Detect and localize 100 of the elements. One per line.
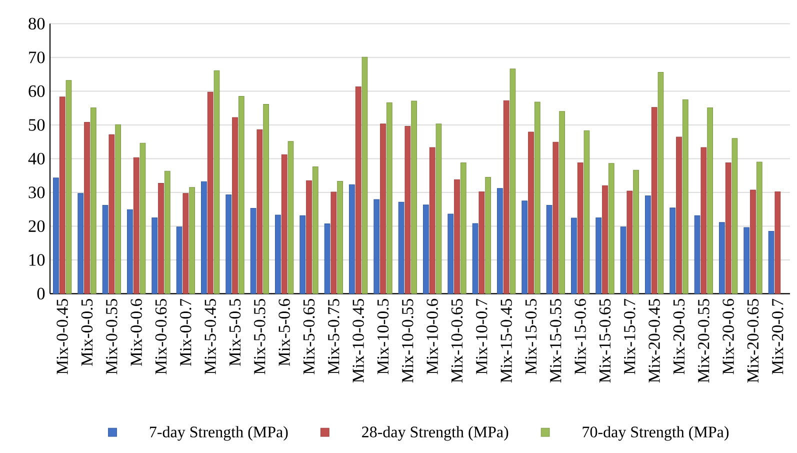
bar [644, 196, 651, 294]
y-tick-label: 30 [28, 186, 45, 198]
bar [633, 170, 639, 294]
y-tick-label: 40 [28, 152, 45, 165]
bar [288, 141, 294, 294]
bar [349, 184, 355, 294]
bar [108, 134, 115, 294]
bar [460, 162, 466, 294]
bar [158, 183, 164, 294]
x-tick-label: Mix-5-0.55 [254, 299, 266, 374]
bar [337, 181, 344, 294]
x-tick-label: Mix-0-0.65 [155, 299, 167, 374]
bar [207, 92, 214, 294]
bar [774, 191, 781, 294]
bar [732, 138, 738, 294]
bar [90, 107, 96, 294]
bar [411, 100, 417, 294]
bar [651, 107, 658, 294]
bar [189, 187, 196, 294]
bar [312, 166, 318, 294]
bar [522, 200, 528, 294]
bar [226, 194, 232, 294]
x-tick-label: Mix-20-0.65 [747, 299, 759, 383]
bar [756, 162, 762, 294]
x-tick-label: Mix-20-0.7 [772, 298, 784, 374]
bar [552, 142, 559, 294]
x-tick-label: Mix-5-0.65 [303, 299, 315, 374]
y-tick-label: 10 [29, 254, 45, 266]
bar [102, 204, 108, 294]
bar [694, 215, 700, 294]
x-tick-label: Mix-15-0.7 [624, 298, 636, 374]
bar [620, 226, 626, 294]
bar [700, 147, 707, 294]
bar [115, 124, 122, 294]
bar [570, 218, 577, 294]
bar [596, 217, 602, 294]
bar [182, 193, 189, 294]
bar [750, 190, 756, 294]
y-tick-label: 60 [28, 85, 45, 98]
bar [78, 193, 84, 294]
bar [127, 209, 133, 294]
bar [324, 224, 330, 294]
bar [534, 102, 540, 294]
bar [214, 70, 220, 294]
x-tick-label: Mix-5-0.75 [328, 299, 340, 374]
bar [454, 179, 460, 294]
bar [478, 191, 485, 294]
y-tick-label: 70 [29, 52, 45, 64]
bar [300, 215, 306, 294]
bar [744, 227, 750, 294]
bar [164, 170, 170, 294]
bar [362, 56, 368, 294]
x-tick-label: Mix-10-0.45 [352, 299, 364, 383]
bar [374, 199, 380, 294]
x-tick-label: Mix-0-0.7 [180, 298, 192, 366]
y-tick-label: 0 [37, 288, 45, 300]
bar [608, 163, 614, 294]
bar [152, 217, 158, 294]
x-tick-label: Mix-10-0.7 [476, 298, 488, 374]
bar [658, 72, 664, 294]
x-tick-label: Mix-20-0.5 [673, 299, 685, 374]
bar [306, 180, 312, 294]
bar [602, 185, 608, 294]
bar [496, 188, 503, 294]
bar [53, 178, 59, 294]
bar [676, 136, 682, 294]
bar [546, 204, 552, 294]
bar [485, 176, 491, 294]
x-tick-label: Mix-15-0.5 [525, 299, 537, 374]
bar [404, 126, 411, 294]
x-tick-label: Mix-5-0.6 [278, 298, 290, 366]
bar [59, 96, 66, 294]
bar [528, 132, 534, 294]
bar [422, 204, 429, 294]
bar [510, 68, 516, 294]
bar [238, 96, 244, 294]
x-tick-label: Mix-0-0.45 [56, 299, 68, 374]
legend-label: 7-day Strength (MPa) [150, 426, 288, 441]
bar [682, 99, 688, 294]
x-tick-label: Mix-10-0.6 [426, 298, 438, 374]
bar [275, 214, 281, 294]
x-tick-label: Mix-10-0.65 [451, 299, 463, 383]
bar [626, 190, 633, 294]
bar [584, 130, 590, 294]
x-tick-label: Mix-15-0.6 [574, 298, 586, 374]
x-tick-label: Mix-20-0.55 [698, 299, 710, 383]
bar [398, 202, 404, 294]
bar [256, 129, 263, 294]
bar [263, 104, 270, 294]
bar [133, 157, 140, 294]
bar [330, 192, 337, 294]
x-tick-label: Mix-15-0.55 [550, 299, 562, 383]
x-tick-label: Mix-5-0.45 [204, 299, 216, 374]
legend-label: 28-day Strength (MPa) [362, 426, 508, 441]
x-tick-label: Mix-0-0.5 [81, 299, 93, 366]
bar [386, 102, 392, 294]
bar [503, 100, 510, 294]
x-tick-label: Mix-0-0.6 [130, 298, 142, 366]
bar [140, 142, 146, 294]
y-tick-label: 80 [28, 18, 45, 30]
